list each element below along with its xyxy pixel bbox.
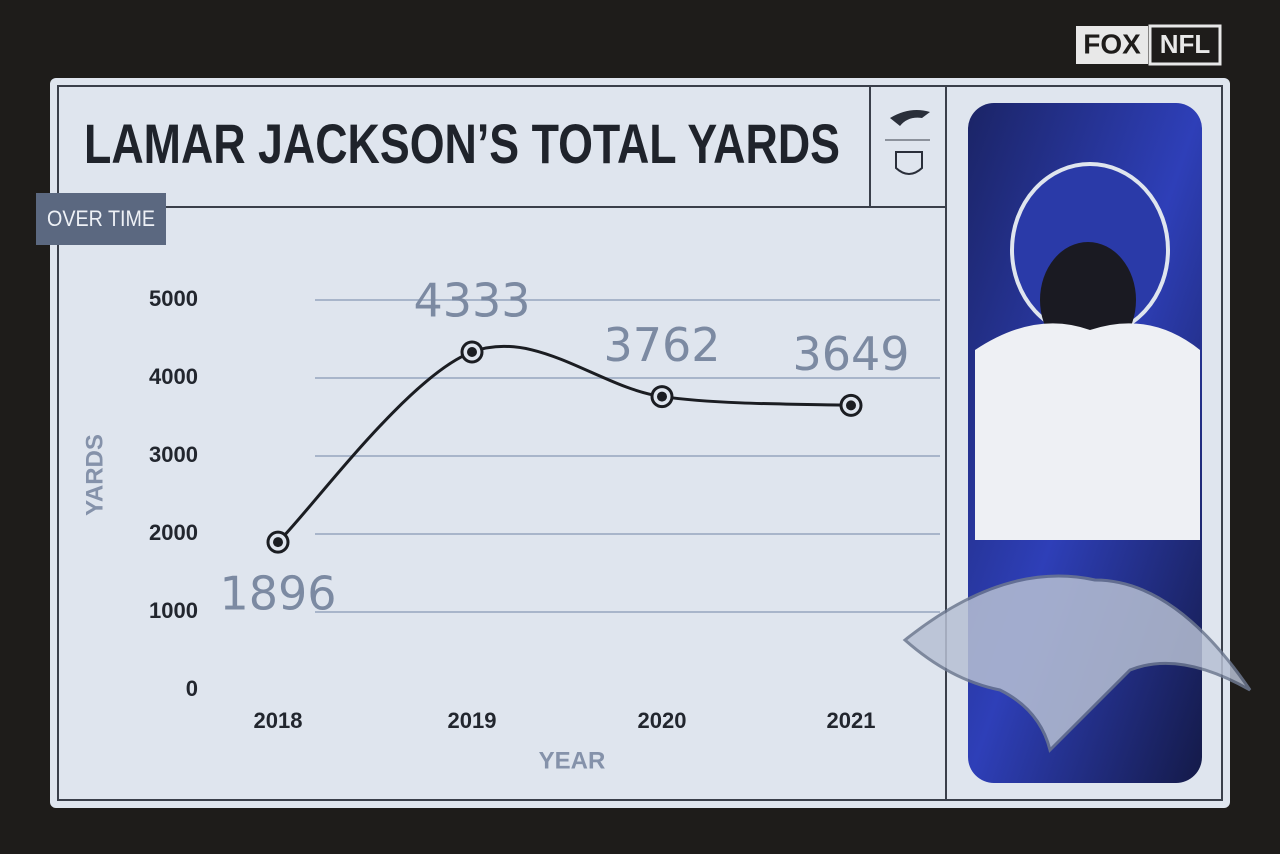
chart-subtitle: OVER TIME bbox=[47, 206, 155, 231]
y-tick-label: 5000 bbox=[149, 286, 198, 311]
jersey bbox=[975, 323, 1200, 540]
y-tick-label: 0 bbox=[186, 676, 198, 701]
point-dot bbox=[273, 537, 283, 548]
fox-logo: FOX bbox=[1083, 28, 1141, 59]
x-tick-label: 2018 bbox=[254, 708, 303, 733]
y-tick-label: 4000 bbox=[149, 364, 198, 389]
team-mark bbox=[902, 574, 1252, 753]
value-label: 4333 bbox=[413, 274, 530, 328]
value-label: 3649 bbox=[792, 327, 909, 381]
point-dot bbox=[467, 347, 477, 358]
y-axis-title: YARDS bbox=[81, 434, 108, 516]
y-tick-label: 2000 bbox=[149, 520, 198, 545]
value-label: 1896 bbox=[219, 567, 336, 621]
panel-frame bbox=[57, 85, 1223, 801]
point-dot bbox=[657, 391, 667, 402]
x-tick-label: 2020 bbox=[638, 708, 687, 733]
team-logo bbox=[890, 110, 930, 126]
league-shield bbox=[895, 151, 923, 175]
fox-logo-box bbox=[1076, 26, 1148, 64]
chart-title: LAMAR JACKSON’S TOTAL YARDS bbox=[84, 112, 840, 175]
y-tick-label: 3000 bbox=[149, 442, 198, 467]
x-tick-label: 2021 bbox=[827, 708, 876, 733]
x-tick-label: 2019 bbox=[448, 708, 497, 733]
nfl-logo-box bbox=[1148, 24, 1222, 66]
x-axis-title: YEAR bbox=[539, 747, 606, 774]
subtitle-box bbox=[36, 193, 166, 245]
line bbox=[276, 344, 852, 544]
nfl-logo: NFL bbox=[1160, 29, 1211, 59]
value-label: 3762 bbox=[603, 318, 720, 372]
point-dot bbox=[846, 400, 856, 411]
y-tick-label: 1000 bbox=[149, 598, 198, 623]
